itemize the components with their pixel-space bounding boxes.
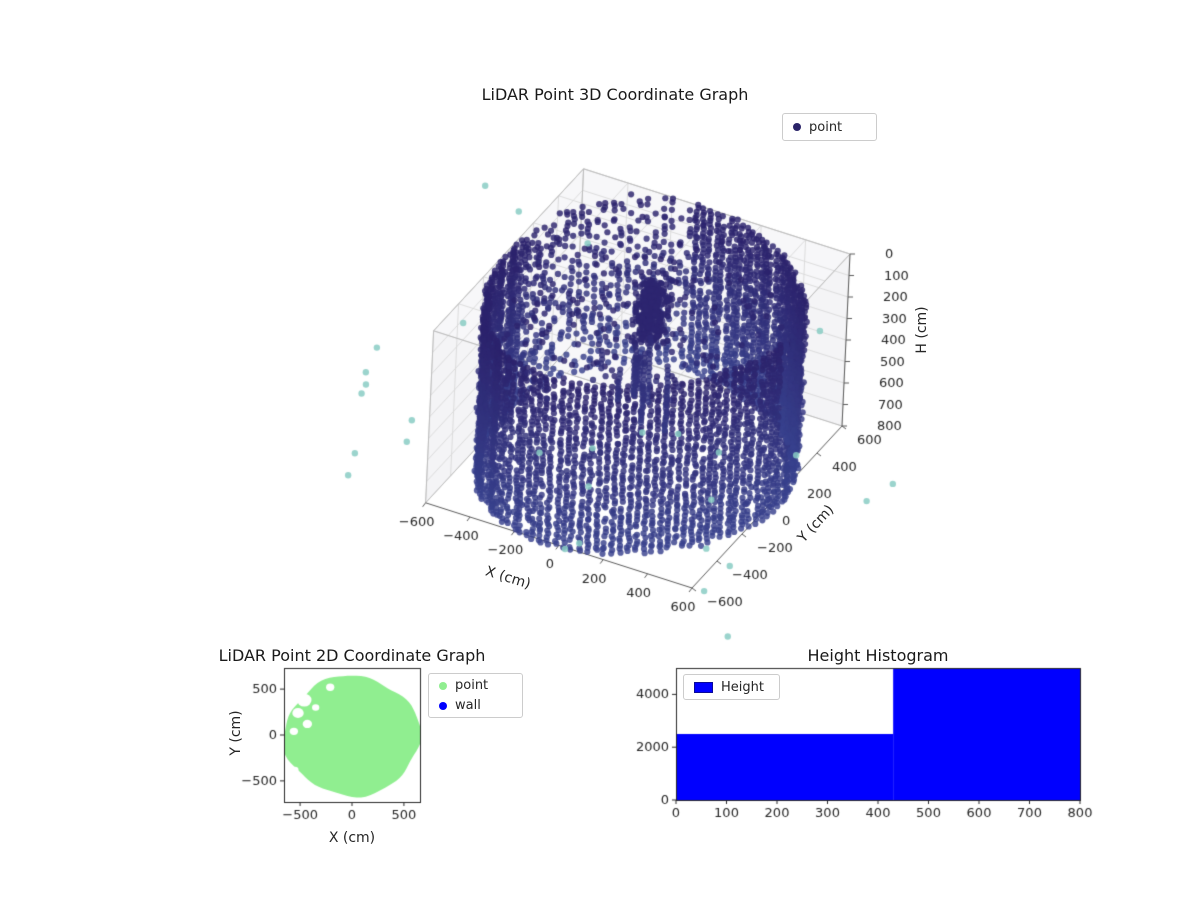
- plot2d-legend: point wall: [428, 673, 523, 718]
- legend-item-point: point: [793, 120, 866, 135]
- legend-label: wall: [455, 698, 481, 713]
- height-marker-icon: [694, 681, 713, 693]
- legend-item-point: point: [439, 678, 512, 693]
- wall-marker-icon: [439, 701, 447, 710]
- plot3d-legend: point: [782, 113, 877, 141]
- legend-label: Height: [721, 679, 764, 695]
- plot2d-x-axis-label: X (cm): [328, 830, 376, 846]
- plot2d-y-axis-label: Y (cm): [228, 710, 244, 756]
- legend-label: point: [455, 678, 489, 693]
- legend-item-wall: wall: [439, 698, 512, 713]
- legend-label: point: [809, 119, 843, 135]
- point-marker-icon: [439, 681, 447, 690]
- legend-item-height: Height: [694, 680, 769, 695]
- histogram-legend: Height: [683, 674, 780, 700]
- histogram-title: Height Histogram: [807, 646, 949, 665]
- plot2d-title: LiDAR Point 2D Coordinate Graph: [218, 646, 486, 665]
- point-marker-icon: [793, 123, 801, 131]
- plot3d-title: LiDAR Point 3D Coordinate Graph: [481, 85, 749, 104]
- plot3d-h-axis-label: H (cm): [914, 306, 930, 354]
